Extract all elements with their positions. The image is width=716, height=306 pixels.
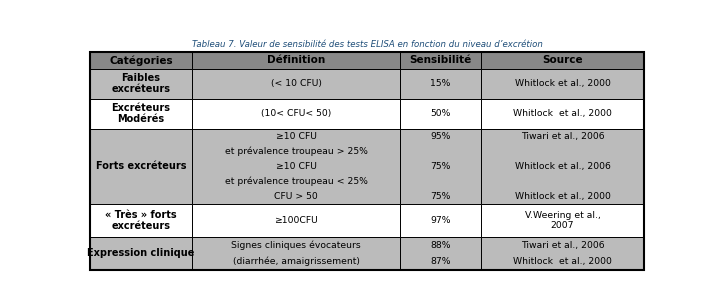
Bar: [90, 237, 192, 270]
Text: Whitlock  et al., 2000: Whitlock et al., 2000: [513, 109, 612, 118]
Text: Tiwari et al., 2006: Tiwari et al., 2006: [521, 241, 604, 250]
Bar: [480, 52, 644, 69]
Text: ≥10 CFU: ≥10 CFU: [276, 162, 316, 171]
Text: Faibles
excréteurs: Faibles excréteurs: [111, 73, 170, 94]
Text: Source: Source: [542, 55, 583, 65]
Text: Whitlock  et al., 2000: Whitlock et al., 2000: [513, 257, 612, 266]
Text: Expression clinique: Expression clinique: [87, 248, 195, 259]
Bar: [480, 99, 644, 129]
Text: 75%: 75%: [430, 192, 450, 201]
Bar: [192, 204, 400, 237]
Bar: [90, 69, 192, 99]
Text: Catégories: Catégories: [109, 55, 173, 65]
Text: Whitlock et al., 2000: Whitlock et al., 2000: [515, 192, 611, 201]
Text: 95%: 95%: [430, 132, 450, 141]
Text: Définition: Définition: [267, 55, 325, 65]
Bar: [400, 237, 480, 270]
Bar: [192, 52, 400, 69]
Text: Tiwari et al., 2006: Tiwari et al., 2006: [521, 132, 604, 141]
Text: 88%: 88%: [430, 241, 451, 250]
Bar: [192, 129, 400, 204]
Bar: [90, 52, 192, 69]
Bar: [400, 52, 480, 69]
Bar: [192, 99, 400, 129]
Bar: [480, 129, 644, 204]
Text: Sensibilité: Sensibilité: [410, 55, 472, 65]
Text: Excréteurs
Modérés: Excréteurs Modérés: [111, 103, 170, 125]
Bar: [480, 69, 644, 99]
Text: Whitlock et al., 2006: Whitlock et al., 2006: [515, 162, 611, 171]
Text: Signes cliniques évocateurs: Signes cliniques évocateurs: [231, 241, 361, 250]
Text: ≥100CFU: ≥100CFU: [274, 216, 318, 225]
Bar: [400, 69, 480, 99]
Text: et prévalence troupeau < 25%: et prévalence troupeau < 25%: [225, 177, 367, 186]
Text: (10< CFU< 50): (10< CFU< 50): [261, 109, 332, 118]
Bar: [400, 99, 480, 129]
Text: 50%: 50%: [430, 109, 450, 118]
Text: et prévalence troupeau > 25%: et prévalence troupeau > 25%: [225, 147, 367, 156]
Text: 87%: 87%: [430, 257, 451, 266]
Text: CFU > 50: CFU > 50: [274, 192, 318, 201]
Text: Tableau 7. Valeur de sensibilité des tests ELISA en fonction du niveau d’excréti: Tableau 7. Valeur de sensibilité des tes…: [191, 40, 543, 49]
Text: Forts excréteurs: Forts excréteurs: [95, 161, 186, 171]
Text: 75%: 75%: [430, 162, 450, 171]
Text: (< 10 CFU): (< 10 CFU): [271, 79, 321, 88]
Text: (diarrhée, amaigrissement): (diarrhée, amaigrissement): [233, 257, 359, 267]
Bar: [480, 204, 644, 237]
Bar: [90, 99, 192, 129]
Text: Whitlock et al., 2000: Whitlock et al., 2000: [515, 79, 611, 88]
Bar: [400, 129, 480, 204]
Bar: [400, 204, 480, 237]
Text: « Très » forts
excréteurs: « Très » forts excréteurs: [105, 210, 177, 231]
Text: 97%: 97%: [430, 216, 451, 225]
Bar: [480, 237, 644, 270]
Text: ≥10 CFU: ≥10 CFU: [276, 132, 316, 141]
Bar: [192, 69, 400, 99]
Bar: [192, 237, 400, 270]
Bar: [90, 129, 192, 204]
Text: 15%: 15%: [430, 79, 450, 88]
Bar: [90, 204, 192, 237]
Text: V.Weering et al.,
2007: V.Weering et al., 2007: [525, 211, 601, 230]
